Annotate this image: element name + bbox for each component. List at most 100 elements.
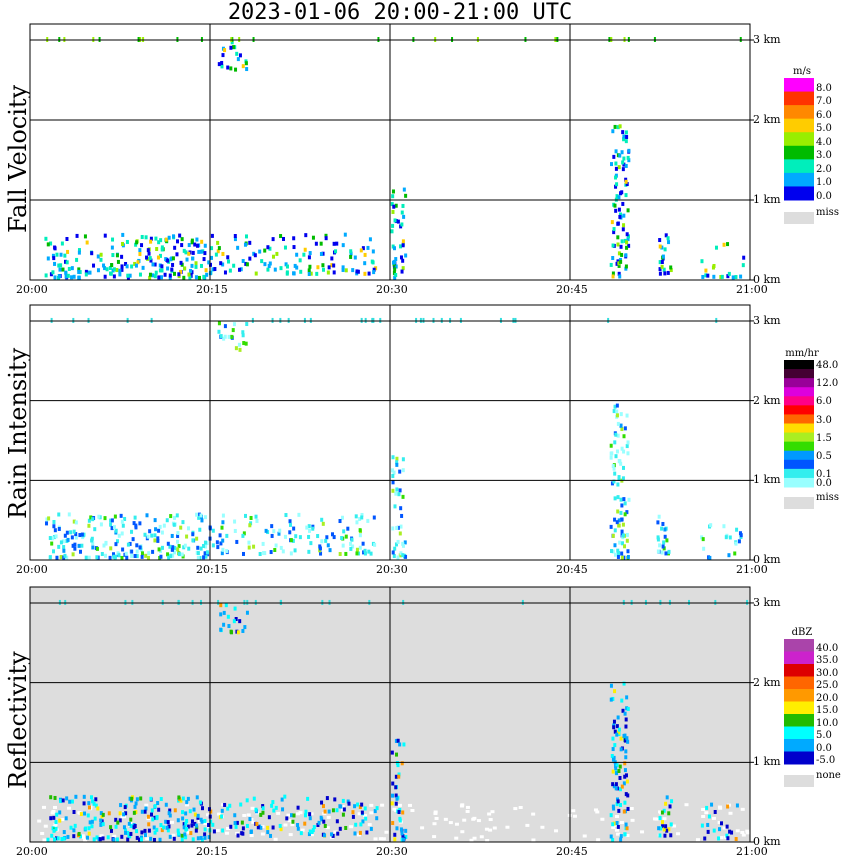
echo-cell	[244, 513, 248, 518]
echo-cell	[140, 243, 144, 248]
echo-cell	[207, 807, 211, 812]
echo-none-cell	[490, 810, 495, 814]
echo-cell	[202, 555, 206, 560]
echo-cell	[303, 813, 307, 818]
echo-cell	[110, 526, 114, 531]
echo-none-cell	[356, 833, 361, 837]
echo-cell	[308, 812, 312, 817]
panel-frame	[29, 304, 751, 561]
echo-cell	[220, 60, 224, 65]
echo-cell	[623, 512, 627, 517]
echo-cell	[170, 533, 174, 538]
echo-cell	[138, 521, 142, 526]
echo-cell	[660, 820, 664, 825]
echo-none-cell	[287, 819, 292, 823]
echo-cell	[165, 518, 169, 523]
echo-cell	[124, 828, 128, 833]
echo-cell	[356, 802, 360, 807]
legend-swatch	[784, 387, 814, 397]
echo-cell	[145, 255, 149, 260]
echo-cell	[229, 630, 233, 635]
echo-cell	[614, 161, 618, 166]
echo-cell	[283, 245, 287, 250]
echo-cell	[154, 270, 158, 275]
echo-cell	[176, 534, 180, 539]
echo-cell	[166, 258, 170, 263]
echo-cell	[319, 551, 323, 556]
echo-none-cell	[171, 833, 176, 837]
x-tick-label: 20:30	[376, 845, 408, 858]
echo-cell	[612, 230, 616, 235]
echo-cell	[196, 243, 200, 248]
echo-none-cell	[122, 815, 127, 819]
echo-cell	[49, 816, 53, 821]
echo-cell	[95, 835, 99, 840]
echo-cell	[332, 263, 336, 268]
echo-cell	[160, 264, 164, 269]
echo-cell	[618, 124, 622, 129]
echo-cell	[144, 235, 148, 240]
echo-cell	[296, 823, 300, 828]
echo-cell	[624, 179, 628, 184]
echo-none-cell	[472, 816, 477, 820]
echo-cell	[398, 742, 402, 747]
echo-none-cell	[593, 808, 598, 812]
echo-cell	[256, 825, 260, 830]
echo-cell	[611, 747, 615, 752]
echo-cell	[133, 515, 137, 520]
echo-cell	[233, 234, 237, 239]
echo-cell	[108, 265, 112, 270]
echo-none-cell	[52, 825, 57, 829]
echo-cell	[221, 251, 225, 256]
echo-cell	[160, 245, 164, 250]
echo-cell	[151, 273, 155, 278]
echo-cell	[391, 480, 395, 485]
echo-cell	[394, 491, 398, 496]
echo-cell	[148, 272, 152, 277]
echo-cell	[134, 801, 138, 806]
legend-level-label: 25.0	[816, 680, 839, 691]
echo-none-cell	[672, 824, 677, 828]
echo-cell	[149, 239, 153, 244]
echo-cell	[309, 541, 313, 546]
echo-cell	[399, 506, 403, 511]
echo-cell	[193, 242, 197, 247]
echo-cell	[233, 606, 237, 611]
echo-cell	[164, 802, 168, 807]
echo-cell	[719, 821, 723, 826]
echo-cell	[59, 555, 63, 560]
echo-cell	[657, 514, 661, 519]
echo-cell	[232, 322, 236, 327]
echo-cell	[661, 254, 665, 259]
echo-cell	[616, 125, 620, 130]
echo-cell	[404, 554, 408, 559]
echo-cell	[620, 698, 624, 703]
echo-cell	[400, 831, 404, 836]
echo-cell	[293, 263, 297, 268]
echo-cell	[625, 182, 629, 187]
echo-cell	[193, 821, 197, 826]
echo-cell	[72, 828, 76, 833]
echo-cell	[167, 811, 171, 816]
x-tick-label: 20:30	[376, 563, 408, 576]
echo-cell	[233, 821, 237, 826]
echo-cell	[285, 270, 289, 275]
echo-cell	[217, 329, 221, 334]
echo-cell	[147, 551, 151, 556]
echo-cell	[241, 826, 245, 831]
echo-none-cell	[373, 837, 378, 841]
echo-cell	[361, 541, 365, 546]
echo-cell	[231, 328, 235, 333]
echo-cell	[332, 241, 336, 246]
echo-cell	[148, 529, 152, 534]
echo-cell	[662, 827, 666, 832]
echo-cell	[271, 237, 275, 242]
echo-cell	[245, 798, 249, 803]
echo-cell	[358, 804, 362, 809]
echo-cell	[625, 706, 629, 711]
echo-cell	[398, 553, 402, 558]
echo-cell	[392, 264, 396, 269]
echo-cell	[333, 797, 337, 802]
echo-cell	[160, 247, 164, 252]
echo-cell	[241, 533, 245, 538]
